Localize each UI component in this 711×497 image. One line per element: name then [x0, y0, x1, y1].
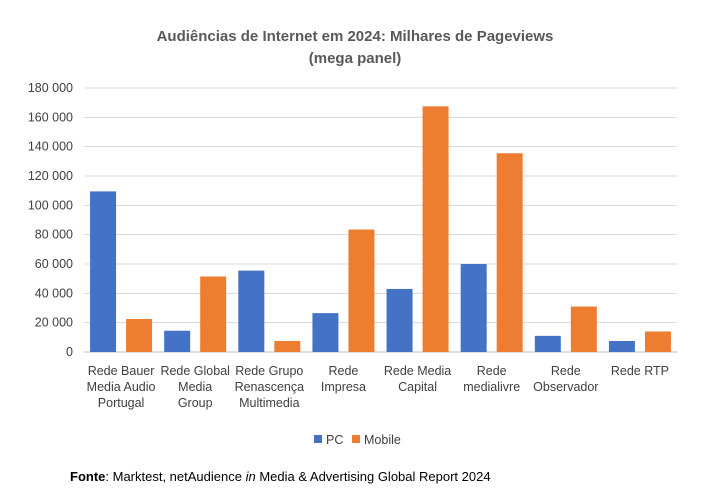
chart-title: Audiências de Internet em 2024: Milhares… — [157, 28, 554, 45]
bar-pc — [534, 335, 561, 352]
source-note: Fonte: Marktest, netAudience in Media & … — [70, 469, 491, 484]
y-tick-label: 60 000 — [35, 257, 73, 271]
bar-pc — [608, 341, 635, 352]
y-tick-label: 120 000 — [28, 169, 73, 183]
source-label: Fonte — [70, 469, 106, 484]
bar-mobile — [126, 319, 153, 352]
y-tick-label: 0 — [66, 345, 73, 359]
x-tick-label: Rede Global Media Group — [160, 364, 230, 410]
y-tick-label: 40 000 — [35, 286, 73, 300]
bar-mobile — [496, 153, 523, 352]
x-tick-label: Rede Observador — [533, 364, 598, 394]
bar-pc — [460, 264, 487, 352]
x-tick-label: Rede Grupo Renascença Multimedia — [235, 364, 305, 410]
bar-pc — [164, 330, 191, 352]
bar-mobile — [644, 331, 671, 352]
y-tick-label: 140 000 — [28, 140, 73, 154]
legend-swatch-pc — [314, 435, 322, 443]
bar-pc — [90, 191, 117, 352]
x-tick-label: Rede Impresa — [321, 364, 366, 394]
y-tick-label: 20 000 — [35, 316, 73, 330]
legend-swatch-mobile — [352, 435, 360, 443]
bar-pc — [386, 288, 413, 352]
legend-label-pc: PC — [326, 433, 343, 447]
source-text-rest: Media & Advertising Global Report 2024 — [255, 469, 491, 484]
bars — [90, 106, 671, 352]
gridlines — [84, 87, 677, 353]
x-tick-label: Rede RTP — [611, 364, 669, 378]
legend-label-mobile: Mobile — [364, 433, 401, 447]
bar-mobile — [274, 341, 301, 352]
y-tick-label: 180 000 — [28, 81, 73, 95]
source-text: : Marktest, netAudience — [105, 469, 246, 484]
bar-mobile — [200, 276, 227, 352]
bar-mobile — [570, 306, 597, 352]
bar-pc — [312, 313, 339, 352]
source-italic: in — [245, 469, 256, 484]
y-tick-label: 160 000 — [28, 110, 73, 124]
bar-mobile — [348, 229, 375, 352]
y-axis: 0 20 000 40 000 60 000 80 000 100 000 120 000 1… — [28, 81, 73, 359]
x-tick-label: Rede medialivre — [463, 364, 520, 394]
y-tick-label: 100 000 — [28, 198, 73, 212]
x-tick-label: Rede Media Capital — [384, 364, 451, 394]
bar-pc — [238, 270, 265, 352]
bar-mobile — [422, 106, 449, 352]
y-tick-label: 80 000 — [35, 228, 73, 242]
chart-subtitle: (mega panel) — [309, 50, 402, 67]
legend: PC Mobile — [314, 433, 401, 447]
x-tick-label: Rede Bauer Media Audio Portugal — [87, 364, 156, 410]
